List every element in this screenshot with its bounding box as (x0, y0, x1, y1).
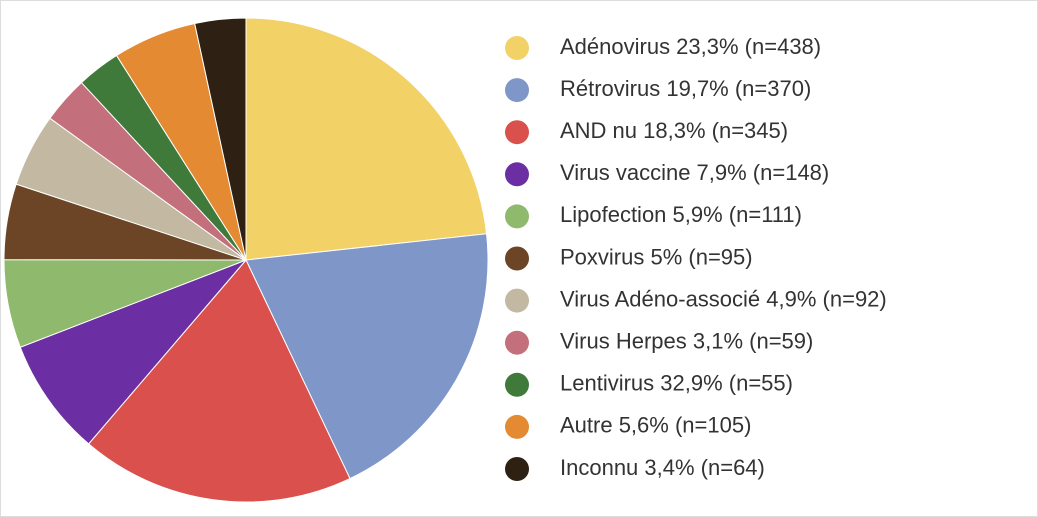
legend-swatch (505, 457, 529, 481)
legend-label: Adénovirus 23,3% (n=438) (560, 34, 821, 59)
legend: Adénovirus 23,3% (n=438) Rétrovirus 19,7%… (505, 34, 887, 481)
legend-swatch (505, 330, 529, 355)
legend-label: Autre 5,6% (n=105) (560, 413, 751, 438)
legend-label: Virus vaccine 7,9% (n=148) (560, 160, 829, 185)
legend-label: AND nu 18,3% (n=345) (560, 118, 788, 143)
slice (245, 17, 488, 261)
legend-label: Virus Herpes 3,1% (n=59) (560, 329, 813, 354)
slice (19, 259, 247, 445)
legend-label: Lipofection 5,9% (n=111) (560, 202, 802, 227)
legend-label: Poxvirus 5% (n=95) (560, 244, 753, 269)
pie (3, 17, 489, 503)
legend-swatch (505, 246, 529, 271)
slice (194, 17, 247, 261)
legend-swatch (505, 120, 529, 145)
legend-swatch (505, 162, 529, 187)
legend-swatch (505, 414, 529, 439)
slice (87, 259, 351, 503)
legend-swatch (505, 288, 529, 313)
legend-label: Lentivirus 32,9% (n=55) (560, 371, 793, 396)
legend-swatch (505, 204, 529, 229)
legend-label: Virus Adéno-associé 4,9% (n=92) (560, 286, 887, 311)
legend-swatch (505, 372, 529, 397)
legend-label: Rétrovirus 19,7% (n=370) (560, 76, 811, 101)
legend-label: Inconnu 3,4% (n=64) (560, 455, 765, 480)
legend-swatch (505, 36, 529, 60)
slice (245, 233, 489, 480)
legend-swatch (505, 78, 529, 103)
